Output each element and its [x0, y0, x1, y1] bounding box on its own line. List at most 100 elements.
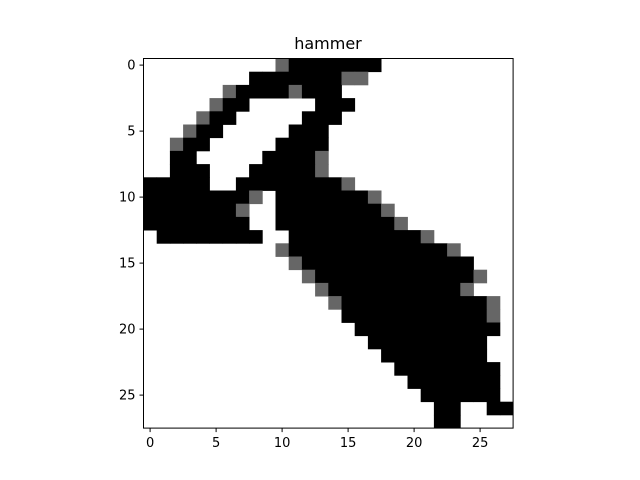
heatmap-cell	[235, 203, 250, 218]
heatmap-cell	[169, 164, 184, 178]
heatmap-cell	[447, 362, 461, 376]
heatmap-cell	[381, 203, 395, 218]
heatmap-cell	[407, 322, 422, 337]
heatmap-cell	[315, 269, 329, 284]
heatmap-cell	[341, 243, 356, 257]
heatmap-cell	[275, 58, 290, 73]
heatmap-cell	[433, 401, 448, 416]
heatmap-cell	[341, 230, 356, 244]
plot-frame	[143, 58, 514, 429]
heatmap-cell	[407, 296, 422, 310]
heatmap-cell	[275, 177, 290, 191]
heatmap-cell	[486, 401, 501, 416]
heatmap-cell	[460, 335, 474, 350]
heatmap-cell	[460, 362, 474, 376]
heatmap-cell	[169, 137, 184, 152]
heatmap-cell	[381, 230, 395, 244]
heatmap-cell	[275, 216, 290, 231]
x-tick-label: 15	[340, 436, 357, 451]
heatmap-cell	[315, 71, 329, 86]
heatmap-cell	[196, 137, 210, 152]
heatmap-cell	[315, 124, 329, 139]
y-axis: 0 5 10 15 20 25	[119, 59, 144, 404]
heatmap-cell	[143, 203, 158, 218]
heatmap-cell	[235, 216, 250, 231]
heatmap-cell	[394, 243, 408, 257]
heatmap-cell	[209, 111, 224, 125]
heatmap-cell	[209, 124, 224, 139]
heatmap-cell	[394, 362, 408, 376]
heatmap-cell	[367, 322, 382, 337]
heatmap-cell	[288, 177, 303, 191]
heatmap-cell	[183, 177, 197, 191]
heatmap-cell	[447, 414, 461, 429]
heatmap-cell	[222, 111, 237, 125]
heatmap-cell	[473, 296, 488, 310]
heatmap-cell	[249, 164, 263, 178]
heatmap-cell	[288, 124, 303, 139]
heatmap-cell	[407, 375, 422, 389]
heatmap-cell	[473, 309, 488, 323]
heatmap-cell	[420, 282, 435, 297]
heatmap-cell	[447, 375, 461, 389]
heatmap-cell	[486, 296, 501, 310]
heatmap-cell	[407, 269, 422, 284]
heatmap-cell	[486, 362, 501, 376]
heatmap-cell	[275, 190, 290, 205]
heatmap-cell	[196, 164, 210, 178]
heatmap-cell	[301, 71, 316, 86]
heatmap-cell	[288, 190, 303, 205]
heatmap-cell	[301, 256, 316, 271]
heatmap-cell	[315, 216, 329, 231]
heatmap-cell	[328, 256, 342, 271]
heatmap-cell	[196, 230, 210, 244]
heatmap-cell	[354, 203, 369, 218]
heatmap-cell	[381, 243, 395, 257]
heatmap-cell	[328, 296, 342, 310]
heatmap-cell	[381, 269, 395, 284]
heatmap-cell	[394, 348, 408, 363]
heatmap-cell	[367, 230, 382, 244]
heatmap-cell	[486, 388, 501, 403]
x-tick-label: 5	[212, 436, 220, 451]
heatmap-cell	[301, 84, 316, 99]
heatmap-cell	[394, 282, 408, 297]
heatmap-cell	[275, 71, 290, 86]
heatmap-cell	[354, 58, 369, 73]
heatmap-cell	[169, 216, 184, 231]
heatmap-cell	[235, 190, 250, 205]
heatmap-cell	[315, 111, 329, 125]
heatmap-cell	[460, 296, 474, 310]
heatmap-cell	[275, 203, 290, 218]
heatmap-cell	[143, 216, 158, 231]
heatmap-cell	[301, 150, 316, 165]
heatmap-cell	[156, 203, 171, 218]
heatmap-cell	[367, 269, 382, 284]
heatmap-cell	[447, 282, 461, 297]
heatmap-cell	[367, 243, 382, 257]
heatmap-cell	[341, 203, 356, 218]
heatmap-cell	[354, 256, 369, 271]
heatmap-cell	[341, 190, 356, 205]
heatmap-cell	[235, 98, 250, 112]
heatmap-cell	[433, 348, 448, 363]
heatmap-cell	[447, 243, 461, 257]
heatmap-cell	[433, 322, 448, 337]
heatmap-cell	[341, 177, 356, 191]
heatmap-cell	[394, 296, 408, 310]
heatmap-cell	[367, 296, 382, 310]
heatmap-cell	[420, 388, 435, 403]
heatmap-cell	[301, 111, 316, 125]
heatmap-cell	[447, 322, 461, 337]
heatmap-cell	[433, 362, 448, 376]
heatmap-cell	[222, 216, 237, 231]
heatmap-cell	[183, 203, 197, 218]
heatmap-cell	[460, 282, 474, 297]
heatmap-cell	[328, 177, 342, 191]
heatmap-cell	[381, 282, 395, 297]
y-tick-label: 5	[127, 125, 135, 140]
heatmap-cell	[473, 375, 488, 389]
x-tick-label: 25	[472, 436, 489, 451]
pixel-grid	[143, 58, 514, 429]
heatmap-cell	[301, 190, 316, 205]
